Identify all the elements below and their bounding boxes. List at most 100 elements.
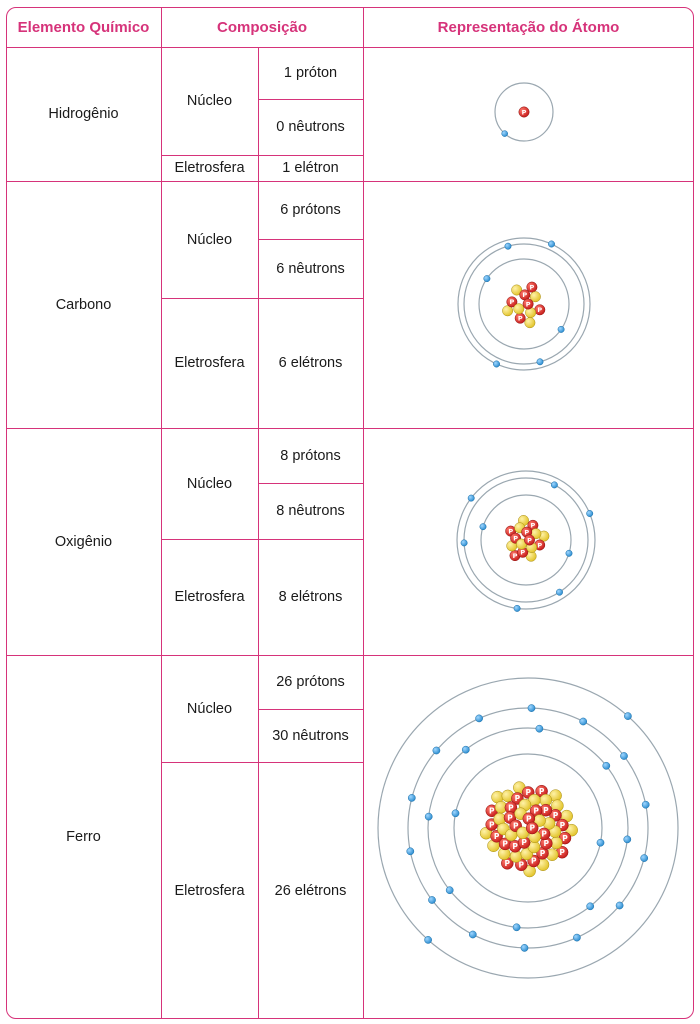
protons-value: 6 prótons [280,202,341,218]
neutrons-value: 6 nêutrons [276,260,345,277]
orbit-ring [427,727,629,929]
electrons-value: 26 elétrons [274,882,347,899]
electron [406,847,415,856]
electron [615,901,624,910]
electron [565,549,573,557]
proton-label: P [525,788,531,797]
protons-value: 26 prótons [276,674,345,690]
electron [461,745,470,754]
electron [504,242,512,250]
proton-label: P [531,857,537,866]
proton-label: P [526,814,532,823]
proton-label: P [521,838,527,847]
electron [535,724,544,733]
electron [467,494,475,502]
neutron [502,305,514,317]
electrosphere-label: Eletrosfera [174,355,245,371]
electron [451,809,460,818]
proton-label: P [510,298,515,306]
element-name: Ferro [66,829,101,845]
electrosphere-label: Eletrosfera [174,882,245,899]
electron [586,902,595,911]
neutrons-value: 30 nêutrons [272,727,349,744]
proton-label: P [489,807,495,816]
electron [556,588,563,596]
electrosphere-label: Eletrosfera [174,589,245,605]
element-name: Oxigênio [54,533,113,550]
electron [623,835,632,844]
electron [620,752,628,760]
element-name: Hidrogênio [48,106,119,122]
electron [512,923,521,932]
proton-label: P [515,794,521,803]
proton-label: P [508,528,513,536]
proton-label: P [537,306,542,314]
electron [624,712,632,720]
electron [501,130,508,137]
proton-label: P [508,803,514,812]
nucleus-label: Núcleo [186,700,233,717]
protons-value: 1 próton [283,65,338,81]
proton-label: P [543,806,549,815]
proton-label: P [559,848,565,857]
orbit-ring [456,470,596,610]
electron [557,325,565,333]
proton-label: P [560,821,566,830]
neutron [511,284,523,296]
protons-value: 8 prótons [280,447,341,464]
proton-label: P [529,824,535,833]
neutron [513,303,525,315]
electron [596,838,605,847]
cell-divider [258,709,363,710]
electron [548,240,555,248]
proton-label: P [562,834,568,843]
electron [640,854,649,862]
cell-divider [161,762,363,763]
cell-divider [161,155,363,156]
electron [550,481,558,489]
electron [493,360,500,368]
proton-label: P [553,811,559,820]
orbit-ring [494,82,554,142]
header-divider [6,47,694,48]
proton-label: P [494,832,500,841]
proton-label: P [539,787,545,796]
orbit-ring [480,494,572,586]
electrons-value: 6 elétrons [278,355,343,371]
header-representation: Representação do Átomo [437,18,620,36]
electron [573,933,581,942]
column-divider [363,7,364,1019]
electron [641,800,650,809]
proton [525,821,539,835]
table-frame [6,7,694,1019]
hydrogen-atom-diagram: P [494,82,554,142]
proton [526,281,538,293]
cell-divider [258,99,363,100]
cell-divider [161,539,363,540]
proton [518,106,530,118]
column-divider [161,7,162,1019]
electrosphere-label: Eletrosfera [174,160,245,176]
electron [602,761,611,770]
proton-label: P [520,549,525,557]
orbit-ring [463,243,585,365]
proton-label: P [502,840,508,849]
electron [586,510,594,517]
proton-label: P [537,541,542,549]
proton-label: P [513,552,518,560]
electron [407,794,416,802]
proton-label: P [544,839,550,848]
row-divider [6,428,694,429]
proton-label: P [541,830,547,839]
proton-label: P [519,861,525,870]
proton-label: P [526,300,531,308]
electron [513,604,521,612]
orbit-ring [457,237,591,371]
column-divider [258,47,259,1019]
orbit-ring [377,677,679,979]
electron [536,358,544,366]
proton-label: P [522,108,527,116]
proton-label: P [518,315,523,323]
